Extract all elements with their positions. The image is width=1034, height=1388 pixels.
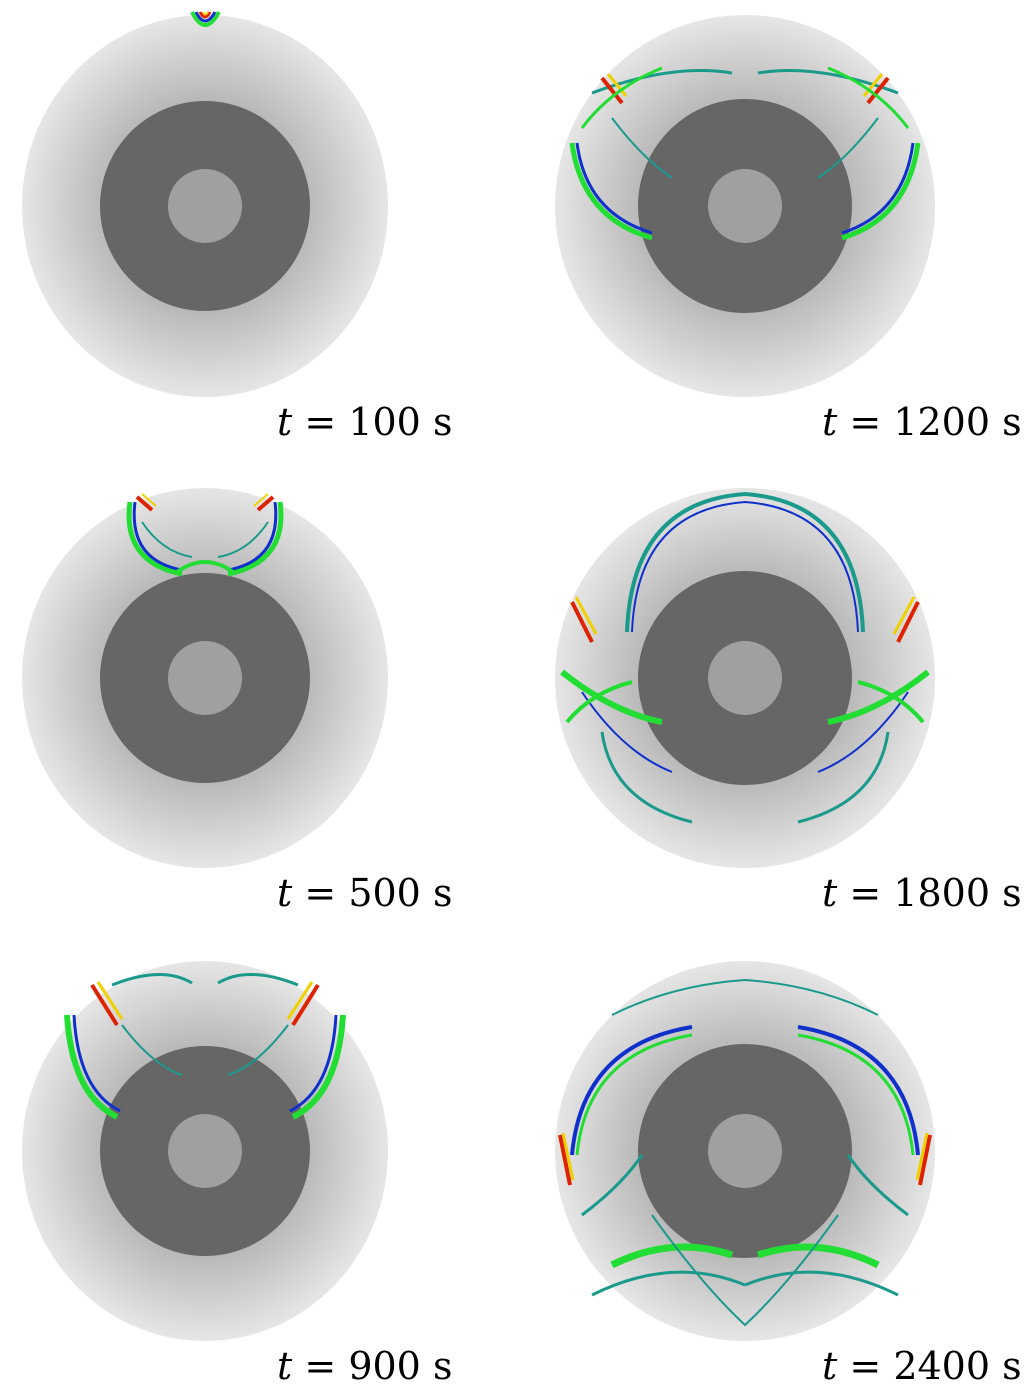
- wavefront: [64, 973, 346, 1120]
- time-label-t2400: t = 2400 s: [822, 1344, 1022, 1388]
- wavefront: [126, 493, 284, 577]
- core: [168, 1114, 242, 1188]
- core: [168, 169, 242, 243]
- panel-t1200: t = 1200 s: [552, 8, 1022, 441]
- time-label-t100: t = 100 s: [277, 400, 453, 444]
- globe-t2400: [555, 961, 935, 1341]
- globe-t1800: [555, 488, 935, 868]
- globe-t500: [22, 488, 388, 868]
- panel-t1800: t = 1800 s: [552, 482, 1022, 912]
- globe-t900: [22, 961, 388, 1341]
- panel-t500: t = 500 s: [12, 482, 452, 912]
- panel-t2400: t = 2400 s: [552, 955, 1022, 1385]
- time-label-t1800: t = 1800 s: [822, 871, 1022, 915]
- core: [708, 169, 782, 243]
- time-label-t900: t = 900 s: [277, 1344, 453, 1388]
- core: [168, 641, 242, 715]
- wavefront: [558, 978, 932, 1327]
- time-label-t500: t = 500 s: [277, 871, 453, 915]
- core: [708, 641, 782, 715]
- globe-t1200: [555, 15, 935, 397]
- panel-t100: t = 100 s: [12, 8, 452, 441]
- panel-t900: t = 900 s: [12, 955, 452, 1385]
- wavefront: [560, 491, 930, 824]
- core: [708, 1114, 782, 1188]
- wavefront: [190, 11, 221, 27]
- globe-t100: [22, 11, 388, 397]
- wavefront: [569, 66, 921, 241]
- time-label-t1200: t = 1200 s: [822, 400, 1022, 444]
